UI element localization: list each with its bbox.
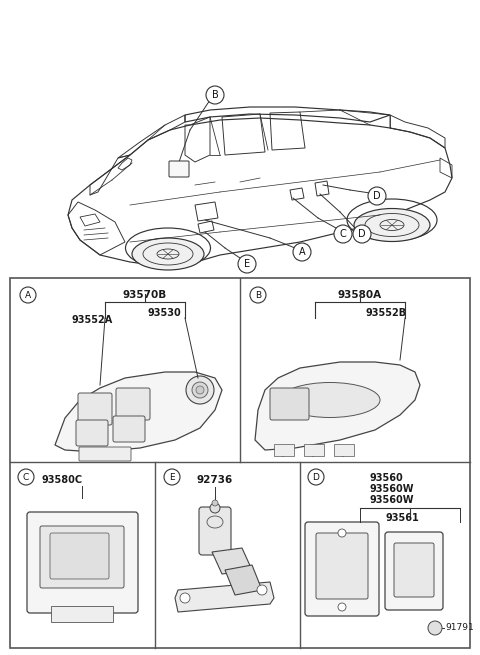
FancyBboxPatch shape <box>199 507 231 555</box>
Circle shape <box>210 503 220 513</box>
Text: 93530: 93530 <box>148 308 182 318</box>
FancyBboxPatch shape <box>78 393 112 425</box>
FancyBboxPatch shape <box>169 161 189 177</box>
Circle shape <box>368 187 386 205</box>
Polygon shape <box>212 548 252 574</box>
Text: A: A <box>25 291 31 299</box>
Text: 93552A: 93552A <box>72 315 113 325</box>
Bar <box>10 278 470 648</box>
Text: E: E <box>244 259 250 269</box>
FancyBboxPatch shape <box>76 420 108 446</box>
FancyBboxPatch shape <box>305 522 379 616</box>
Ellipse shape <box>132 238 204 270</box>
FancyBboxPatch shape <box>304 444 324 456</box>
Text: 93580A: 93580A <box>338 290 382 300</box>
Text: E: E <box>169 472 175 481</box>
Circle shape <box>353 225 371 243</box>
Circle shape <box>20 287 36 303</box>
Polygon shape <box>175 582 274 612</box>
Text: C: C <box>23 472 29 481</box>
Circle shape <box>338 529 346 537</box>
FancyBboxPatch shape <box>27 512 138 613</box>
Circle shape <box>334 225 352 243</box>
FancyBboxPatch shape <box>116 388 150 420</box>
Circle shape <box>192 382 208 398</box>
Circle shape <box>18 469 34 485</box>
FancyBboxPatch shape <box>316 533 368 599</box>
Text: 93560W: 93560W <box>370 484 415 494</box>
Circle shape <box>212 500 218 506</box>
Circle shape <box>308 469 324 485</box>
FancyBboxPatch shape <box>385 532 443 610</box>
Circle shape <box>250 287 266 303</box>
Ellipse shape <box>280 383 380 417</box>
FancyBboxPatch shape <box>270 388 309 420</box>
FancyBboxPatch shape <box>274 444 294 456</box>
Text: B: B <box>212 90 218 100</box>
Polygon shape <box>55 372 222 452</box>
FancyBboxPatch shape <box>394 543 434 597</box>
Text: 93561: 93561 <box>385 513 419 523</box>
FancyBboxPatch shape <box>50 533 109 579</box>
Circle shape <box>180 593 190 603</box>
Text: 93560W: 93560W <box>370 495 415 505</box>
Circle shape <box>186 376 214 404</box>
Text: 91791: 91791 <box>445 623 474 632</box>
FancyBboxPatch shape <box>40 526 124 588</box>
FancyBboxPatch shape <box>334 444 354 456</box>
FancyBboxPatch shape <box>79 447 131 461</box>
Text: 93552B: 93552B <box>365 308 406 318</box>
Text: D: D <box>373 191 381 201</box>
Text: C: C <box>340 229 347 239</box>
Circle shape <box>196 386 204 394</box>
Polygon shape <box>225 565 262 595</box>
Circle shape <box>338 603 346 611</box>
Text: D: D <box>312 472 319 481</box>
Text: D: D <box>358 229 366 239</box>
Circle shape <box>206 86 224 104</box>
Polygon shape <box>255 362 420 450</box>
Ellipse shape <box>354 208 430 242</box>
Circle shape <box>238 255 256 273</box>
Text: 92736: 92736 <box>197 475 233 485</box>
Text: 93580C: 93580C <box>42 475 83 485</box>
Circle shape <box>428 621 442 635</box>
Text: 93570B: 93570B <box>123 290 167 300</box>
Text: A: A <box>299 247 305 257</box>
FancyBboxPatch shape <box>113 416 145 442</box>
Text: 93560: 93560 <box>370 473 404 483</box>
Circle shape <box>164 469 180 485</box>
FancyBboxPatch shape <box>51 606 113 622</box>
Text: B: B <box>255 291 261 299</box>
Circle shape <box>293 243 311 261</box>
Circle shape <box>257 585 267 595</box>
